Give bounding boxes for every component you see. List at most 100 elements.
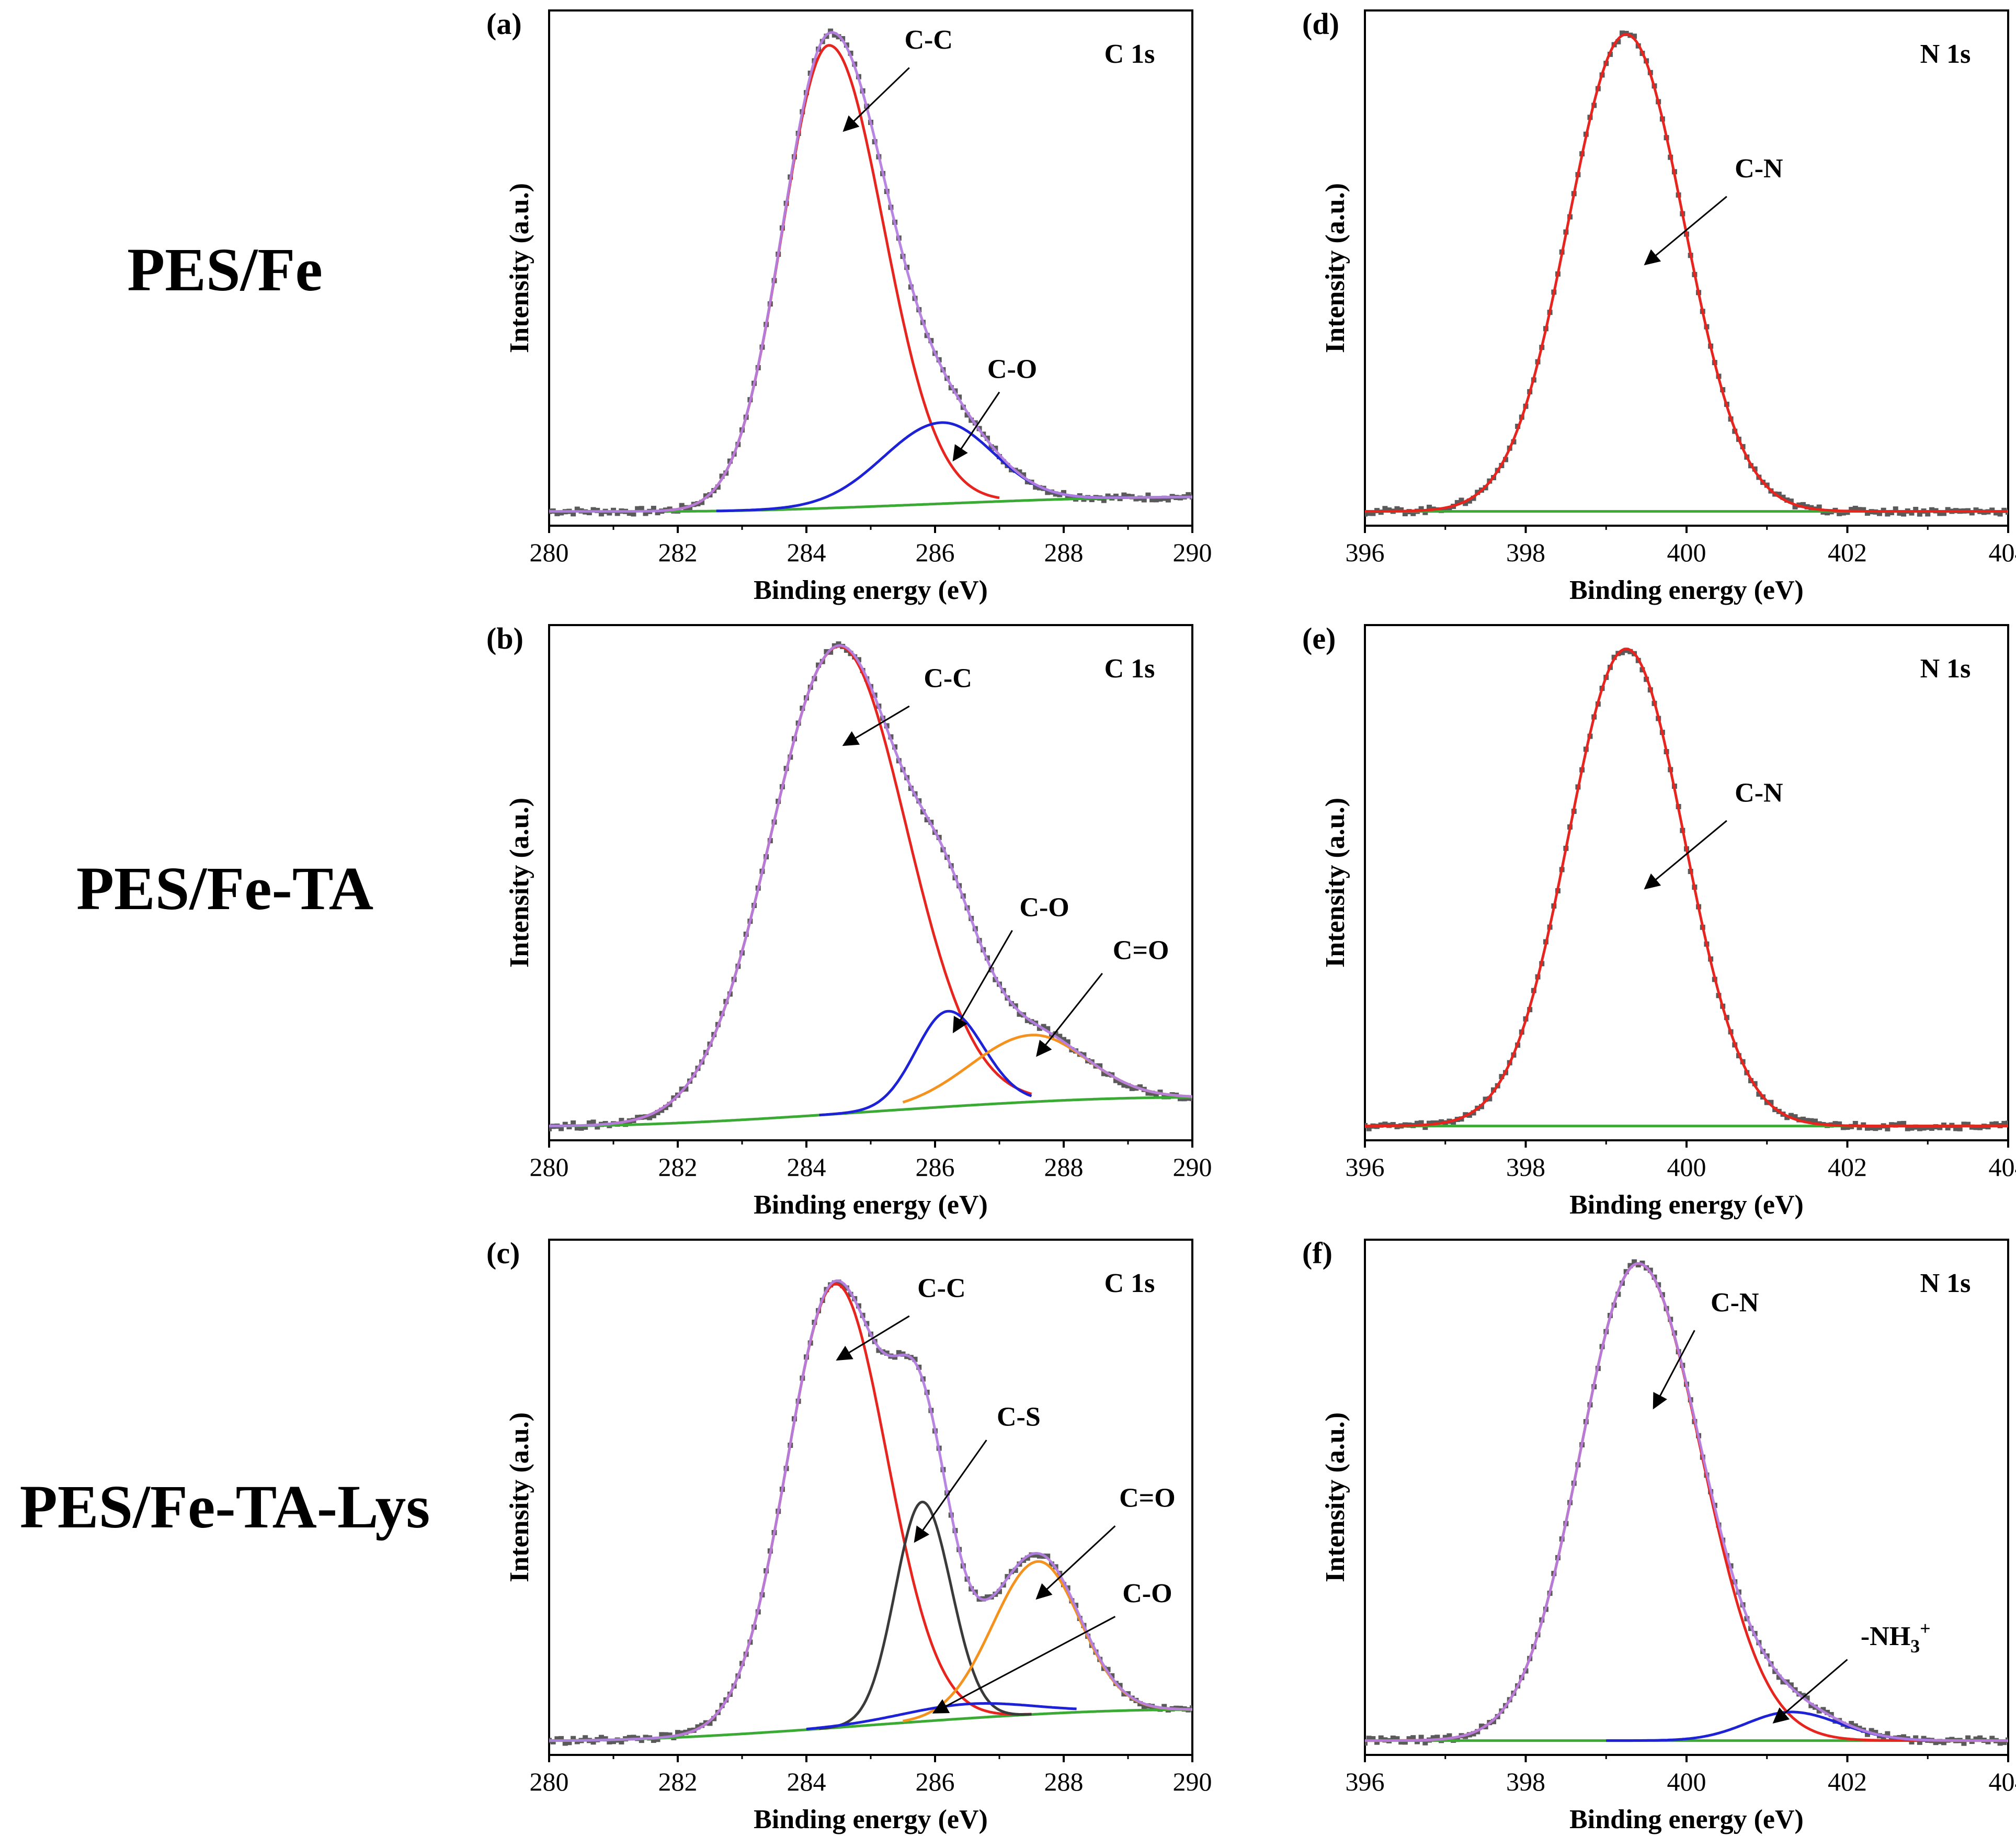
- data-point: [639, 1738, 644, 1743]
- x-tick-label: 396: [1346, 538, 1385, 567]
- data-point: [1945, 507, 1951, 513]
- x-axis-title: Binding energy (eV): [1569, 575, 1804, 605]
- data-point: [1410, 1735, 1416, 1741]
- data-point: [647, 1115, 653, 1120]
- data-point: [1861, 507, 1866, 513]
- data-point: [1804, 1695, 1810, 1701]
- plot-frame: [548, 9, 1193, 527]
- peak-label: C-N: [1735, 154, 1783, 184]
- data-point: [1925, 1125, 1931, 1130]
- data-point: [1937, 511, 1943, 516]
- x-tick-label: 404: [1989, 1767, 2016, 1796]
- region-label: N 1s: [1920, 654, 1971, 684]
- data-point: [1849, 507, 1854, 513]
- data-point: [1459, 497, 1464, 503]
- x-tick-label: 286: [916, 538, 955, 567]
- data-point: [1925, 511, 1931, 517]
- x-axis-title: Binding energy (eV): [1569, 1805, 1804, 1834]
- data-point: [1017, 469, 1022, 475]
- x-axis-title: Binding energy (eV): [754, 575, 988, 605]
- data-point: [1917, 1126, 1922, 1131]
- data-point: [828, 649, 834, 655]
- data-point: [598, 511, 604, 517]
- data-point: [1045, 1026, 1051, 1032]
- data-point: [1454, 500, 1460, 505]
- data-point: [1873, 1730, 1878, 1736]
- data-point: [1033, 484, 1039, 490]
- annotation-arrow: [842, 705, 910, 746]
- peak-c-n: [1365, 33, 2008, 513]
- data-point: [667, 1732, 673, 1738]
- data-point: [1157, 496, 1163, 502]
- annotation-arrow: [952, 930, 1013, 1034]
- row-label-pes-fe: PES/Fe: [127, 235, 323, 304]
- data-point: [1117, 1683, 1123, 1688]
- background-line: [549, 1096, 1192, 1128]
- data-point: [1410, 511, 1416, 516]
- panel-grid: 280 282 284 286 288 290 Binding energy (eV) Int…: [486, 7, 2016, 1834]
- data-point: [1800, 1693, 1806, 1698]
- peak-label: C-C: [917, 1273, 965, 1303]
- data-point: [1141, 1703, 1147, 1709]
- data-point: [1398, 1739, 1404, 1745]
- data-point: [1800, 502, 1806, 507]
- data-point: [1365, 511, 1368, 517]
- data-point: [1788, 1682, 1794, 1688]
- data-point: [659, 1732, 665, 1738]
- data-point: [1856, 1125, 1862, 1130]
- data-point: [1921, 1736, 1927, 1741]
- data-point: [1451, 1119, 1456, 1125]
- panel-label: (c): [486, 1236, 520, 1270]
- envelope-line: [549, 1279, 1192, 1742]
- plot-curves: [1365, 1259, 2008, 1746]
- data-point: [559, 1126, 564, 1131]
- data-point: [1852, 505, 1858, 511]
- peak-label: C-S: [997, 1402, 1041, 1432]
- data-point: [1877, 511, 1882, 516]
- data-point: [1057, 1034, 1063, 1039]
- annotation-arrow: [952, 391, 1000, 462]
- data-point: [1113, 1078, 1119, 1083]
- peak-c-c: [677, 1283, 1032, 1737]
- data-point: [571, 511, 576, 517]
- data-point: [1901, 511, 1907, 517]
- data-point: [562, 1740, 568, 1746]
- data-point: [1937, 1125, 1943, 1130]
- data-point: [1852, 1723, 1858, 1729]
- data-point: [590, 507, 596, 513]
- data-point: [1153, 497, 1159, 503]
- data-point: [1913, 1735, 1919, 1741]
- data-point: [679, 1086, 685, 1092]
- panel-label: (e): [1302, 621, 1336, 655]
- data-point: [1961, 1121, 1967, 1127]
- data-point: [1053, 491, 1058, 497]
- annotation-arrow: [1644, 820, 1727, 890]
- x-tick-label: 404: [1989, 1152, 2016, 1182]
- x-tick-label: 282: [658, 1152, 698, 1182]
- data-point: [586, 1120, 592, 1126]
- x-tick-label: 400: [1667, 1152, 1706, 1182]
- data-point: [1161, 1704, 1167, 1709]
- data-point: [1466, 498, 1472, 504]
- x-tick-label: 284: [787, 1767, 826, 1796]
- data-point: [1929, 507, 1934, 513]
- data-point: [549, 1126, 552, 1131]
- x-tick-label: 288: [1044, 1767, 1084, 1796]
- data-point: [1756, 1091, 1762, 1097]
- plot-frame: [1364, 624, 2009, 1141]
- data-point: [896, 1350, 902, 1356]
- region-label: N 1s: [1920, 1268, 1971, 1298]
- data-point: [1366, 1126, 1372, 1131]
- data-point: [559, 1736, 564, 1741]
- panel-e: 396 398 400 402 404 Binding energy (eV) Intens…: [1302, 621, 2016, 1220]
- peak-c-o: [819, 1010, 1032, 1117]
- data-point: [699, 500, 705, 505]
- data-point: [1017, 1011, 1022, 1017]
- data-point: [1965, 1121, 1971, 1127]
- data-point: [840, 1283, 846, 1288]
- data-point: [1825, 510, 1830, 516]
- data-point: [639, 506, 644, 512]
- data-point: [964, 412, 970, 418]
- data-point: [1378, 1735, 1384, 1741]
